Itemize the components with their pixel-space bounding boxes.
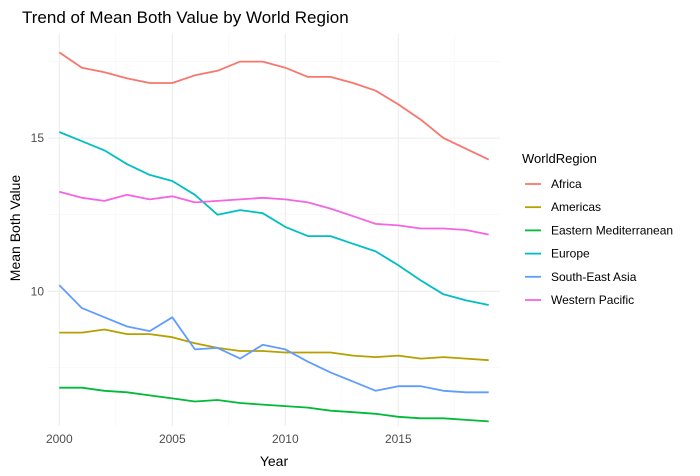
series-line-europe <box>58 131 489 306</box>
grid <box>48 34 500 426</box>
y-tick-label: 15 <box>31 131 45 145</box>
legend-label-south-east-asia: South-East Asia <box>551 270 637 284</box>
series-line-africa <box>58 51 490 161</box>
legend-label-western-pacific: Western Pacific <box>551 293 634 307</box>
y-axis-label: Mean Both Value <box>7 175 23 282</box>
series-line-eastern-mediterranean <box>59 386 489 423</box>
x-tick-label: 2015 <box>385 432 412 446</box>
series-line-americas <box>59 328 489 362</box>
x-tick-label: 2010 <box>272 432 299 446</box>
x-axis-ticks: 2000 2005 2010 2015 <box>46 432 412 446</box>
y-tick-label: 10 <box>31 284 45 298</box>
series-line-south-east-asia <box>58 284 489 394</box>
legend-label-europe: Europe <box>551 247 590 261</box>
legend-label-eastern-mediterranean: Eastern Mediterranean <box>551 223 673 237</box>
series-line-western-pacific <box>59 190 489 236</box>
legend-label-americas: Americas <box>551 200 601 214</box>
legend-label-africa: Africa <box>551 177 582 191</box>
y-axis-ticks: 10 15 <box>31 131 45 298</box>
x-axis-label: Year <box>260 453 289 469</box>
chart-title: Trend of Mean Both Value by World Region <box>22 8 349 27</box>
legend-title: WorldRegion <box>522 151 597 166</box>
x-tick-label: 2005 <box>159 432 186 446</box>
legend: WorldRegion Africa Americas Eastern Medite… <box>522 151 673 307</box>
series-lines <box>58 51 490 423</box>
x-tick-label: 2000 <box>46 432 73 446</box>
